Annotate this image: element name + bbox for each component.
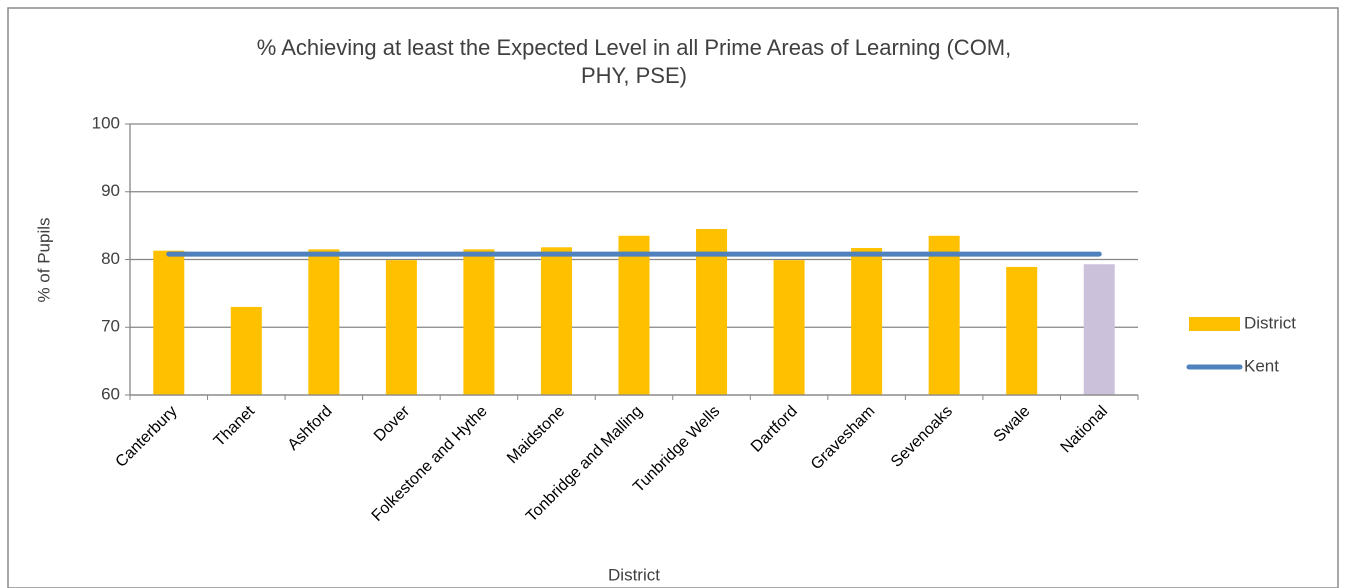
bar [773, 260, 805, 395]
y-tick-label: 100 [92, 113, 120, 132]
bar [308, 249, 340, 395]
bar [618, 235, 650, 395]
bar [1006, 266, 1038, 395]
y-tick-label: 80 [101, 249, 120, 268]
bar [540, 247, 572, 395]
y-tick-label: 90 [101, 181, 120, 200]
legend-label: District [1244, 313, 1296, 332]
bar [153, 250, 185, 395]
bar [385, 260, 417, 395]
x-axis-title: District [608, 565, 660, 584]
bar [230, 306, 262, 395]
y-tick-label: 60 [101, 384, 120, 403]
bar [928, 235, 960, 395]
y-tick-label: 70 [101, 317, 120, 336]
y-axis-title: % of Pupils [34, 217, 53, 302]
chart-title: % Achieving at least the Expected Level … [257, 35, 1012, 60]
bar [1083, 264, 1115, 395]
legend-swatch [1189, 317, 1240, 331]
bar [851, 247, 883, 395]
bar [463, 249, 495, 395]
bar [696, 229, 728, 395]
chart-frame [7, 7, 1339, 588]
chart-title: PHY, PSE) [581, 63, 687, 88]
legend-label: Kent [1244, 356, 1279, 375]
